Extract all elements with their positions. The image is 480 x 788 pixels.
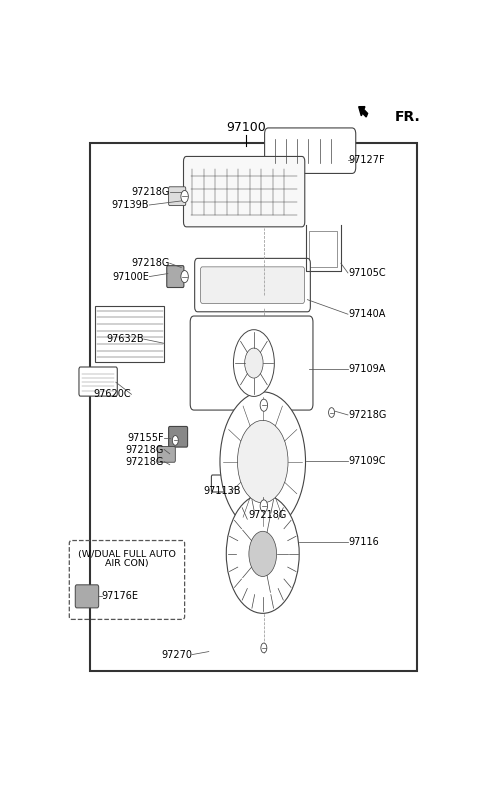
- Text: 97116: 97116: [348, 537, 379, 547]
- Text: 97139B: 97139B: [112, 200, 149, 210]
- Text: 97176E: 97176E: [102, 591, 139, 601]
- FancyBboxPatch shape: [79, 367, 117, 396]
- FancyBboxPatch shape: [167, 266, 184, 288]
- FancyBboxPatch shape: [195, 258, 311, 312]
- Text: 97113B: 97113B: [204, 486, 241, 496]
- Circle shape: [172, 436, 178, 445]
- Text: 97100E: 97100E: [112, 272, 149, 281]
- Text: FR.: FR.: [395, 110, 421, 124]
- Text: 97218G: 97218G: [126, 444, 164, 455]
- Text: 97218G: 97218G: [348, 410, 386, 420]
- Circle shape: [238, 420, 288, 503]
- Circle shape: [249, 531, 276, 577]
- FancyBboxPatch shape: [168, 426, 188, 447]
- FancyBboxPatch shape: [201, 267, 304, 303]
- FancyArrow shape: [359, 106, 368, 117]
- FancyBboxPatch shape: [157, 447, 175, 463]
- Bar: [96, 306, 164, 362]
- Circle shape: [233, 329, 275, 396]
- Text: 97632B: 97632B: [106, 334, 144, 344]
- Circle shape: [329, 407, 335, 418]
- Text: 97105C: 97105C: [348, 268, 385, 278]
- Circle shape: [245, 348, 263, 378]
- Text: 97218G: 97218G: [132, 187, 170, 197]
- Text: 97218G: 97218G: [248, 510, 287, 520]
- Text: 97127F: 97127F: [348, 155, 384, 165]
- Text: AIR CON): AIR CON): [105, 559, 149, 567]
- Text: 97140A: 97140A: [348, 309, 385, 319]
- FancyBboxPatch shape: [264, 128, 356, 173]
- Circle shape: [181, 270, 188, 283]
- FancyBboxPatch shape: [168, 187, 186, 206]
- FancyBboxPatch shape: [190, 316, 313, 410]
- Text: 97109C: 97109C: [348, 456, 385, 466]
- Circle shape: [261, 643, 267, 652]
- Circle shape: [226, 494, 299, 613]
- Text: 97109A: 97109A: [348, 364, 385, 374]
- Text: 97218G: 97218G: [126, 457, 164, 466]
- Circle shape: [181, 191, 188, 203]
- Text: 97155F: 97155F: [128, 433, 164, 443]
- Text: 97100: 97100: [226, 121, 266, 134]
- Bar: [90, 143, 417, 671]
- FancyBboxPatch shape: [211, 475, 234, 492]
- FancyBboxPatch shape: [183, 157, 305, 227]
- Text: 97270: 97270: [161, 649, 192, 660]
- Text: 97218G: 97218G: [132, 258, 170, 268]
- Circle shape: [260, 500, 267, 512]
- Circle shape: [220, 392, 305, 531]
- Bar: [309, 231, 337, 267]
- Text: (W/DUAL FULL AUTO: (W/DUAL FULL AUTO: [78, 550, 176, 559]
- FancyBboxPatch shape: [75, 585, 99, 608]
- Circle shape: [260, 400, 267, 411]
- Text: 97620C: 97620C: [94, 389, 132, 400]
